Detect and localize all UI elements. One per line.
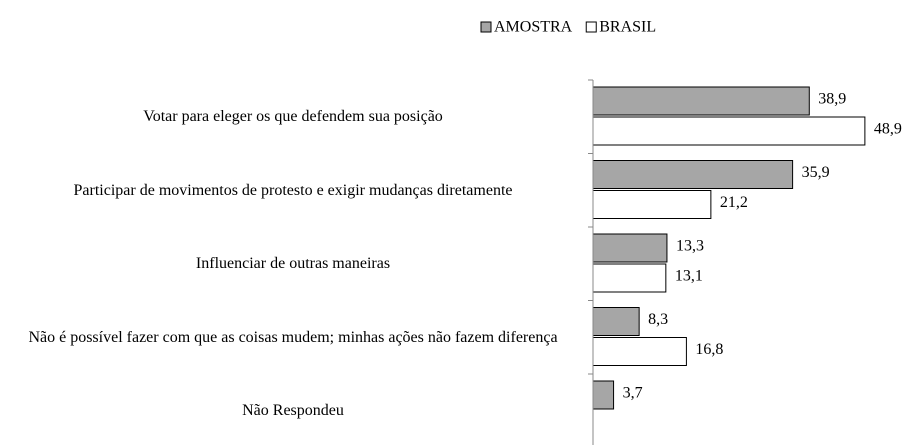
value-label: 8,3 [648, 311, 668, 328]
bar [592, 86, 810, 116]
bar [592, 190, 712, 219]
bar [592, 337, 687, 366]
value-label: 16,8 [695, 341, 723, 358]
category-label: Não é possível fazer com que as coisas m… [28, 328, 558, 346]
value-label: 48,9 [874, 121, 902, 138]
value-label: 3,7 [623, 385, 643, 402]
value-label: 13,1 [675, 268, 703, 285]
value-label: 21,2 [720, 194, 748, 211]
bar [592, 380, 615, 410]
bar [592, 116, 866, 146]
category-label: Participar de movimentos de protesto e e… [73, 181, 513, 199]
bar [592, 307, 640, 336]
legend-swatch [585, 21, 597, 33]
bar [592, 263, 667, 293]
legend-label: BRASIL [599, 19, 656, 36]
category-label: Votar para eleger os que defendem sua po… [143, 108, 443, 126]
bar [592, 160, 794, 189]
bar [592, 233, 668, 263]
category-label: Influenciar de outras maneiras [195, 255, 391, 273]
value-label: 13,3 [676, 238, 704, 255]
value-label: 35,9 [802, 164, 830, 181]
category-label: Não Respondeu [242, 402, 344, 420]
value-label: 38,9 [818, 91, 846, 108]
legend-label: AMOSTRA [494, 19, 573, 36]
legend-swatch [480, 21, 492, 33]
